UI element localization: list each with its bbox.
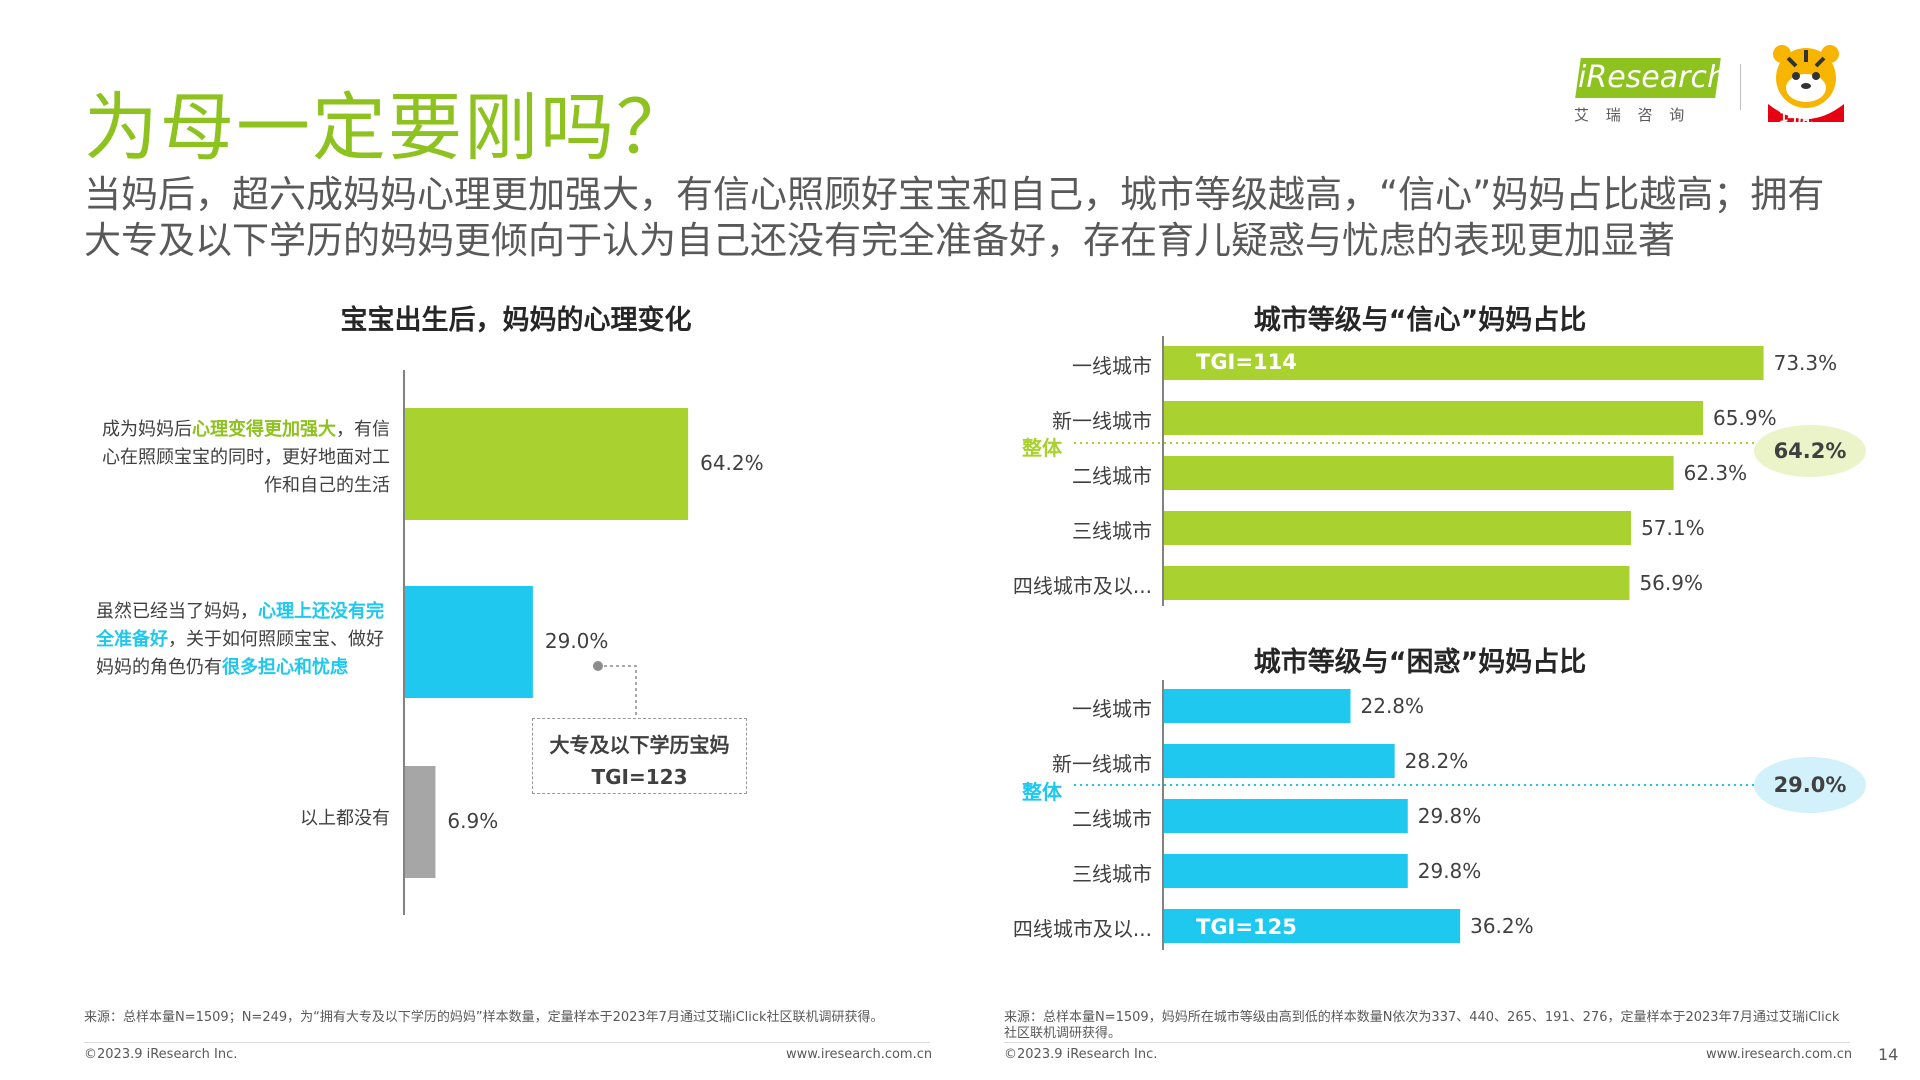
left-cat-none: 以上都没有 [300, 808, 390, 829]
left-bar-strong [405, 408, 689, 520]
tiger-text: 巧虎 [1780, 109, 1814, 129]
rt-value-label: 57.1% [1641, 516, 1705, 540]
left-bar-none [405, 766, 436, 878]
rt-value-label: 65.9% [1713, 406, 1777, 430]
rb-value-label: 28.2% [1404, 749, 1469, 773]
rb-bar [1164, 689, 1351, 723]
right-source-note: 来源：总样本量N=1509，妈妈所在城市等级由高到低的样本数量N依次为337、4… [1004, 1010, 1840, 1041]
rb-value-label: 22.8% [1360, 694, 1425, 718]
left-cat-not-ready-hl2: 很多担心和忧虑 [222, 657, 348, 678]
tgi-callout: 大专及以下学历宝妈 TGI=123 [532, 718, 747, 794]
rb-category-label: 二线城市 [1072, 807, 1152, 831]
logo-i: i [1578, 60, 1587, 95]
page-subtitle: 当妈后，超六成妈妈心理更加强大，有信心照顾好宝宝和自己，城市等级越高，“信心”妈… [84, 173, 1825, 262]
rb-chart-title: 城市等级与“困惑”妈妈占比 [1253, 647, 1587, 678]
left-cat-strong-hl: 心理变得更加强大 [192, 419, 336, 440]
rt-category-label: 二线城市 [1072, 464, 1152, 488]
logo-research: Research [1586, 60, 1726, 95]
footer-url-right: www.iresearch.com.cn [1706, 1047, 1853, 1062]
tgi-callout-line1: 大专及以下学历宝妈 [549, 733, 730, 757]
rt-bar [1164, 346, 1764, 380]
rt-tgi-label: TGI=114 [1196, 350, 1297, 374]
footer-url-left: www.iresearch.com.cn [786, 1047, 933, 1062]
left-cat-not-ready-hl: 心理上还没有完全准备好 [96, 601, 384, 650]
callout-connector [598, 665, 637, 718]
rb-overall-label: 整体 [1022, 780, 1062, 804]
left-cat-strong: 成为妈妈后心理变得更加强大，有信心在照顾宝宝的同时，更好地面对工作和自己的生活 [96, 416, 390, 500]
rb-bar [1164, 854, 1408, 888]
rb-category-label: 一线城市 [1072, 697, 1152, 721]
rb-bar [1164, 909, 1461, 943]
tiger-face-icon [1768, 45, 1844, 122]
left-source-note: 来源：总样本量N=1509；N=249，为“拥有大专及以下学历的妈妈”样本数量，… [84, 1010, 884, 1025]
left-value-not-ready: 29.0% [544, 629, 609, 653]
iresearch-logo: iResearch 艾 瑞 咨 询 [1574, 56, 1726, 126]
rt-overall-value: 64.2% [1754, 425, 1866, 477]
rt-bar [1164, 566, 1630, 600]
rt-value-label: 62.3% [1683, 461, 1748, 485]
rt-category-label: 三线城市 [1072, 519, 1152, 543]
tgi-callout-line2: TGI=123 [591, 765, 688, 789]
rb-value-label: 29.8% [1417, 859, 1482, 883]
rt-category-label: 一线城市 [1072, 354, 1152, 378]
left-bar-not-ready [405, 586, 533, 698]
rt-value-label: 56.9% [1639, 571, 1703, 595]
rt-bar [1164, 511, 1632, 545]
rb-bar [1164, 799, 1408, 833]
rt-bar [1164, 456, 1674, 490]
left-value-strong: 64.2% [700, 451, 764, 475]
rt-chart-title: 城市等级与“信心”妈妈占比 [1253, 305, 1587, 336]
rb-category-label: 四线城市及以... [1012, 917, 1152, 941]
rt-value-label: 73.3% [1773, 351, 1838, 375]
footer-copyright-left: ©2023.9 iResearch Inc. [84, 1047, 238, 1062]
rb-value-label: 36.2% [1470, 914, 1534, 938]
rt-overall-label: 整体 [1022, 436, 1062, 460]
footer-copyright-right: ©2023.9 iResearch Inc. [1004, 1047, 1158, 1062]
rt-category-label: 四线城市及以... [1012, 574, 1152, 598]
rt-bar [1164, 401, 1704, 435]
left-cat-not-ready: 虽然已经当了妈妈，心理上还没有完全准备好，关于如何照顾宝宝、做好妈妈的角色仍有很… [96, 598, 390, 682]
right-footer-line [1004, 1042, 1850, 1043]
rb-value-label: 29.8% [1417, 804, 1482, 828]
left-cat-not-ready-mid: ，关于如何照顾宝宝、做好妈妈的角色仍有 [96, 629, 384, 678]
left-cat-strong-pre: 成为妈妈后 [102, 419, 192, 440]
left-cat-not-ready-pre: 虽然已经当了妈妈， [96, 601, 258, 622]
left-value-none: 6.9% [447, 809, 499, 833]
rb-overall-value: 29.0% [1754, 757, 1866, 813]
rb-category-label: 三线城市 [1072, 862, 1152, 886]
rb-bar [1164, 744, 1395, 778]
logo-divider [1740, 64, 1741, 110]
page-title: 为母一定要刚吗？ [84, 85, 692, 171]
left-chart-title: 宝宝出生后，妈妈的心理变化 [340, 305, 692, 336]
rt-category-label: 新一线城市 [1052, 409, 1152, 433]
rb-tgi-label: TGI=125 [1196, 915, 1297, 939]
tiger-logo: 巧虎 [1766, 44, 1846, 130]
rb-category-label: 新一线城市 [1052, 752, 1152, 776]
logo-cn: 艾 瑞 咨 询 [1574, 106, 1691, 124]
left-cat-strong-post: ，有信心在照顾宝宝的同时，更好地面对工作和自己的生活 [102, 419, 390, 496]
left-footer-line [84, 1042, 930, 1043]
page-number: 14 [1878, 1045, 1899, 1064]
